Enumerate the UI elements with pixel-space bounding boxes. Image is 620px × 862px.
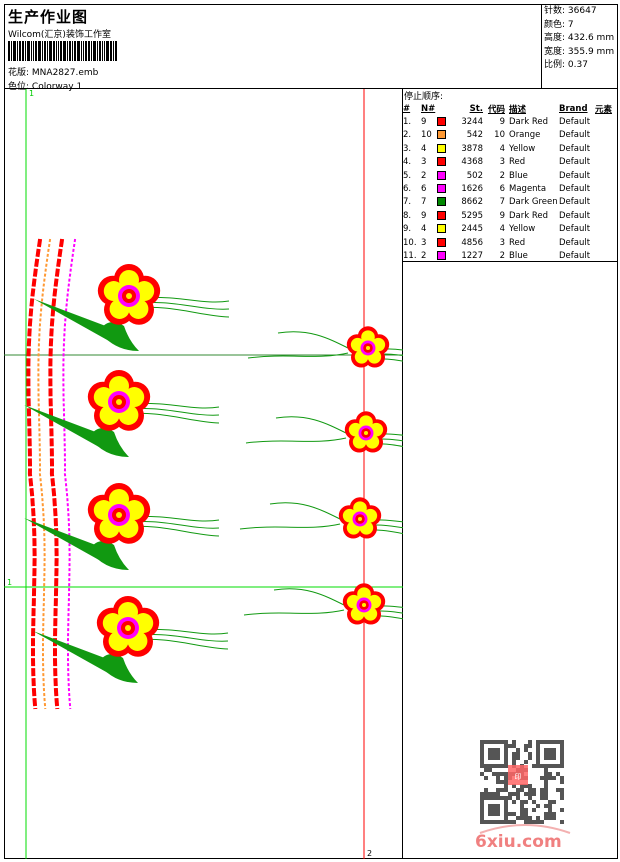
color-swatch (437, 184, 446, 194)
table-row: 1. 9 3244 9 Dark Red Default (403, 117, 591, 128)
qr-code-icon: 印 6xiu.com (475, 740, 571, 852)
stamp-logo: 印 (515, 773, 522, 781)
table-row: 7. 7 8662 7 Dark Green Default (403, 197, 591, 208)
color-swatch (437, 237, 446, 247)
color-swatch (437, 130, 446, 140)
info-height: 高度: 432.6 mm (544, 33, 615, 43)
info-scale: 比例: 0.37 (544, 60, 588, 70)
color-swatch (437, 170, 446, 180)
color-swatch (437, 197, 446, 207)
border-wave-red-2 (48, 238, 65, 710)
table-row: 5. 2 502 2 Blue Default (403, 170, 591, 181)
design-file-row: 花版: MNA2827.emb (8, 65, 98, 78)
flower-motif (33, 596, 229, 683)
header: 生产作业图 Wilcom(汇京)装饰工作室 花版: MNA2827.emb 色位… (4, 4, 618, 92)
info-width: 宽度: 355.9 mm (544, 46, 615, 57)
table-row: 9. 4 2445 4 Yellow Default (403, 224, 591, 235)
col-needle: N# (421, 103, 436, 114)
table-row: 6. 6 1626 6 Magenta Default (403, 184, 591, 195)
flower-motif (344, 411, 435, 453)
guide-label-v2: 2 (367, 849, 372, 858)
color-swatch (437, 143, 446, 153)
border-wave-orange (37, 238, 52, 710)
info-stitches: 针数: 36647 (544, 6, 597, 16)
colorway-row: 色位: Colorway 1 (8, 79, 82, 92)
guide-label-h1: 1 (7, 578, 12, 587)
color-swatch (437, 117, 446, 127)
barcode (8, 41, 117, 61)
stop-sequence-panel: 停止顺序: # N# St. 代码 描述 Brand 元素 1. 9 3244 9 Da… (403, 89, 618, 262)
color-swatch (437, 210, 446, 220)
flower-motif (24, 483, 220, 570)
stop-sequence-title: 停止顺序: (404, 92, 444, 102)
watermark-text: 6xiu.com (475, 832, 562, 850)
col-stitches: St. (469, 103, 483, 114)
border-wave-red-1 (26, 238, 43, 710)
col-brand: Brand (559, 103, 588, 114)
company-name: Wilcom(汇京)装饰工作室 (8, 30, 111, 40)
design-label: 花版: (8, 68, 30, 78)
table-row: 10. 3 4856 3 Red Default (403, 237, 591, 248)
info-colors: 颜色: 7 (544, 19, 574, 30)
stop-sequence-table: # N# St. 代码 描述 Brand 元素 1. 9 3244 9 Dark Red… (403, 102, 612, 263)
col-code: 代码 (487, 104, 505, 115)
flower-motif (342, 583, 433, 625)
table-row: 8. 9 5295 9 Dark Red Default (403, 210, 591, 221)
embroidery-artwork: 1 1 2 (4, 89, 437, 859)
border-wave-magenta (62, 238, 77, 710)
page-frame (4, 4, 618, 859)
colorway: Colorway 1 (31, 82, 83, 92)
flower-motif (338, 497, 429, 539)
table-header: # N# St. 代码 描述 Brand 元素 (403, 102, 612, 115)
design-file: MNA2827.emb (31, 68, 99, 78)
table-row: 3. 4 3878 4 Yellow Default (403, 143, 591, 154)
table-row: 4. 3 4368 3 Red Default (403, 157, 591, 168)
colorway-label: 色位: (8, 82, 30, 92)
watermark: 印 6xiu.com (470, 735, 580, 853)
design-info: 针数: 36647 颜色: 7 高度: 432.6 mm 宽度: 355.9 m… (541, 4, 618, 88)
page-title: 生产作业图 (8, 8, 89, 26)
table-row: 2. 10 542 10 Orange Default (403, 130, 591, 141)
design-preview: 1 1 2 (4, 89, 437, 859)
flower-motif (24, 370, 220, 457)
col-description: 描述 (509, 104, 527, 115)
col-element: 元素 (595, 104, 613, 115)
table-row: 11. 2 1227 2 Blue Default (403, 250, 591, 261)
flower-motif (346, 326, 437, 368)
flower-motif (34, 264, 230, 351)
color-swatch (437, 250, 446, 260)
col-index: # (403, 103, 411, 114)
color-swatch (437, 224, 446, 234)
color-swatch (437, 157, 446, 167)
guide-label-v1: 1 (29, 89, 34, 98)
